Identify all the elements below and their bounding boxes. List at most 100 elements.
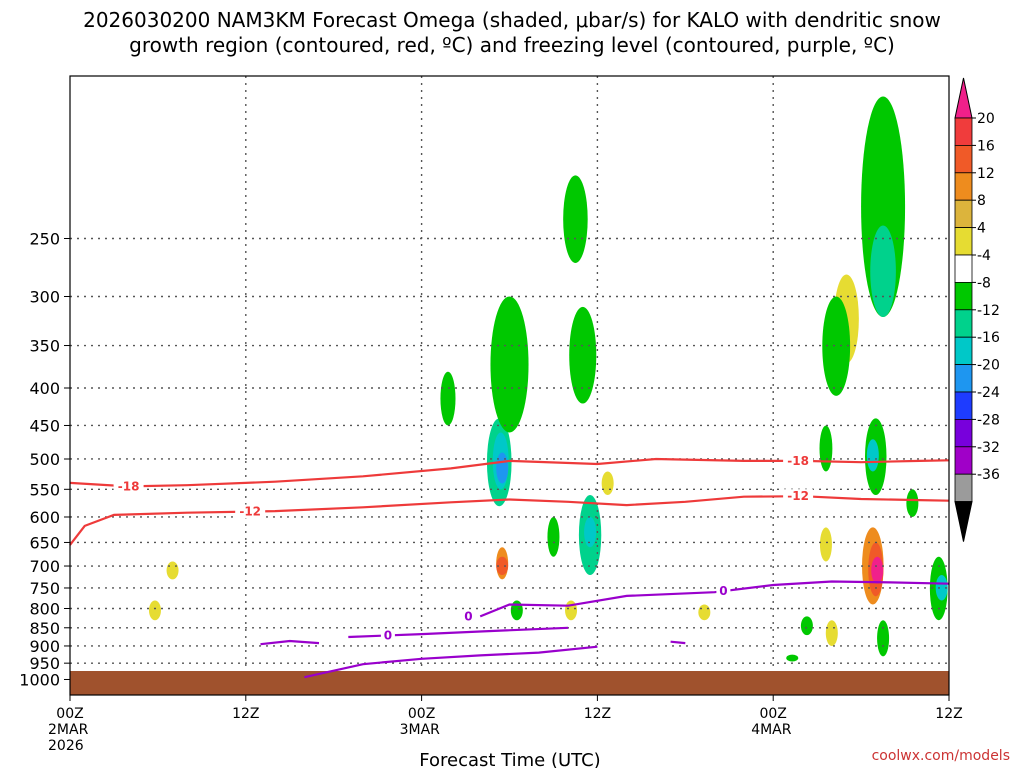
y-tick-label: 700	[29, 557, 60, 576]
contour-layer: -18 -18 -12 -12 0 0 0	[69, 453, 950, 679]
y-tick-label: 750	[29, 579, 60, 598]
colorbar-label: -32	[977, 440, 1000, 456]
contour-label-bg	[380, 628, 395, 643]
x-tick-label: 00Z	[56, 706, 83, 722]
contour-label-bg	[113, 479, 144, 494]
contour-label-bg	[235, 504, 266, 519]
omega-cell	[496, 452, 509, 484]
colorbar-label: -12	[977, 303, 1000, 319]
x-tick-label: 4MAR	[751, 722, 792, 738]
contour-label-bg	[461, 609, 476, 624]
omega-cell	[866, 439, 879, 472]
colorbar-swatch	[954, 117, 973, 146]
omega-cell	[148, 600, 161, 621]
colorbar-swatch	[954, 199, 973, 228]
y-tick-label: 1000	[19, 670, 60, 689]
ground-fill	[70, 671, 949, 695]
colorbar-swatch	[954, 391, 973, 420]
colorbar-swatch	[954, 473, 973, 503]
contour-line	[479, 580, 950, 618]
colorbar-swatch	[954, 227, 973, 256]
y-tick-label: 850	[29, 619, 60, 638]
credit-text: coolwx.com/models	[872, 748, 1010, 764]
grid-layer	[70, 76, 949, 695]
plot-frame	[69, 75, 950, 696]
omega-cell	[601, 471, 614, 496]
contour-label: -12	[239, 505, 261, 519]
y-tick-label: 300	[29, 287, 60, 306]
contour-label-bg	[716, 584, 731, 599]
colorbar-label: -4	[977, 248, 991, 264]
omega-cell	[440, 371, 456, 426]
x-tick-label: 3MAR	[400, 722, 441, 738]
chart-title-line-2: growth region (contoured, red, ºC) and f…	[129, 33, 895, 57]
omega-cell	[870, 225, 896, 318]
colorbar-bottom-arrow	[954, 501, 973, 542]
contour-line	[69, 495, 950, 546]
colorbar-label: -16	[977, 330, 1000, 346]
colorbar-label: -8	[977, 275, 991, 291]
colorbar-swatch	[954, 144, 973, 174]
colorbar-swatch	[954, 364, 973, 393]
contour-line	[304, 645, 598, 679]
omega-shading-layer	[148, 96, 948, 662]
y-axis: 2503003504004505005506006507007508008509…	[19, 229, 70, 689]
colorbar-label: -24	[977, 385, 1000, 401]
omega-cell	[569, 306, 597, 404]
x-tick-label: 00Z	[408, 706, 435, 722]
omega-cell	[822, 296, 851, 396]
omega-cell	[906, 489, 919, 517]
contour-label: 0	[719, 584, 727, 598]
colorbar-label: -20	[977, 358, 1000, 374]
colorbar-label: 12	[977, 166, 995, 182]
x-axis-title: Forecast Time (UTC)	[419, 750, 600, 768]
omega-cell	[584, 516, 597, 548]
colorbar-top-arrow	[954, 77, 973, 119]
colorbar-swatch	[954, 418, 973, 448]
colorbar-label: -36	[977, 467, 1000, 483]
colorbar-swatch	[954, 281, 973, 311]
colorbar-label: 8	[977, 193, 986, 209]
colorbar-label: -28	[977, 412, 1000, 428]
y-tick-label: 450	[29, 416, 60, 435]
contour-label: -18	[118, 479, 140, 493]
omega-cell	[871, 556, 884, 584]
x-tick-label: 00Z	[759, 706, 786, 722]
y-tick-label: 950	[29, 654, 60, 673]
contour-line	[69, 457, 950, 488]
contour-label: 0	[464, 609, 472, 623]
y-tick-label: 400	[29, 379, 60, 398]
contour-label-bg	[783, 453, 814, 468]
ground-layer	[70, 671, 949, 695]
omega-cell	[496, 556, 509, 575]
y-tick-label: 650	[29, 533, 60, 552]
y-tick-label: 550	[29, 480, 60, 499]
contour-label: -18	[787, 454, 809, 468]
colorbar-swatch	[954, 254, 973, 283]
colorbar-label: 16	[977, 138, 995, 154]
omega-cell	[825, 620, 838, 646]
omega-cell	[490, 296, 529, 433]
colorbar-label: 20	[977, 111, 995, 127]
colorbar-swatch	[954, 446, 973, 475]
contour-label-bg	[783, 489, 814, 504]
contour-label: 0	[384, 628, 392, 642]
omega-cell	[547, 516, 560, 557]
omega-cell	[166, 561, 179, 580]
contour-label: -12	[787, 489, 809, 503]
contour-line	[670, 640, 686, 645]
contour-line	[260, 639, 320, 646]
omega-cell	[819, 425, 833, 472]
colorbar: 20 16 12 8 4 -4 -8 -12 -16 -20 -24 -28 -32 -36	[954, 77, 1000, 542]
omega-cell	[877, 620, 890, 657]
omega-cell	[698, 604, 711, 621]
y-tick-label: 600	[29, 508, 60, 527]
y-tick-label: 900	[29, 637, 60, 656]
y-tick-label: 350	[29, 337, 60, 356]
omega-cell	[786, 654, 799, 662]
omega-cell	[819, 527, 832, 562]
x-tick-label: 2MAR	[48, 722, 89, 738]
y-tick-label: 500	[29, 450, 60, 469]
y-tick-label: 250	[29, 229, 60, 248]
